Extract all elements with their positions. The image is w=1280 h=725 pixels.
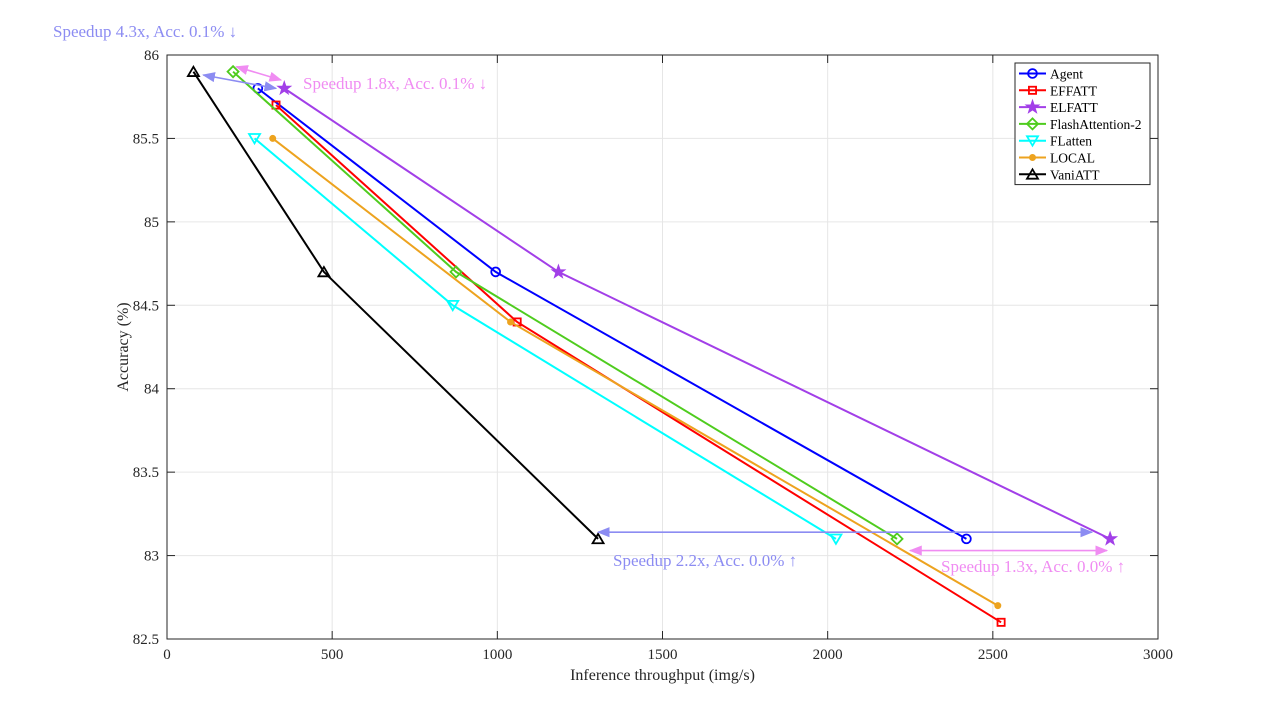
annotation-arrow <box>202 72 278 92</box>
y-tick-label: 86 <box>144 48 160 64</box>
y-tick-label: 85 <box>144 215 159 231</box>
legend-label: EFFATT <box>1050 83 1098 98</box>
legend-item: FlashAttention-2 <box>1019 117 1142 132</box>
series-elfatt <box>276 79 1119 546</box>
legend-label: Agent <box>1050 67 1083 82</box>
legend-label: ELFATT <box>1050 100 1098 115</box>
legend-item: EFFATT <box>1019 83 1098 98</box>
y-tick-label: 83 <box>144 549 159 565</box>
legend-marker <box>1027 68 1038 79</box>
legend-marker <box>1024 98 1041 114</box>
data-point <box>490 266 501 278</box>
y-tick-label: 83.5 <box>133 465 159 481</box>
series-vaniatt <box>186 64 606 545</box>
data-point <box>276 79 293 96</box>
legend-marker <box>1025 135 1040 148</box>
data-point <box>269 134 277 142</box>
x-axis-label: Inference throughput (img/s) <box>570 667 755 684</box>
x-tick-label: 3000 <box>1143 647 1173 663</box>
x-tick-label: 500 <box>321 647 344 663</box>
data-point <box>316 265 331 278</box>
series-line <box>253 137 837 540</box>
y-tick-label: 84 <box>144 382 160 398</box>
x-tick-label: 0 <box>163 647 171 663</box>
annotation-arrow <box>235 65 283 82</box>
legend-item: LOCAL <box>1019 151 1095 166</box>
annotation-text: Speedup 2.2x, Acc. 0.0% ↑ <box>613 551 797 570</box>
data-point <box>507 318 515 326</box>
data-point <box>550 263 567 279</box>
series-line <box>257 87 967 540</box>
legend-item: Agent <box>1019 67 1083 82</box>
data-point <box>186 64 201 77</box>
ticks: 0 500 1000 1500 2000 2500 3000 82.5 83 83.5 84 84.5… <box>133 48 1173 663</box>
legend-item: VaniATT <box>1019 167 1100 182</box>
annotations: Speedup 4.3x, Acc. 0.1% ↓ Speedup 1.8x, A… <box>53 22 1125 576</box>
annotation-text: Speedup 1.8x, Acc. 0.1% ↓ <box>303 74 487 93</box>
data-point <box>591 532 606 545</box>
legend-marker <box>1029 154 1036 161</box>
legend-label: FLatten <box>1050 134 1092 149</box>
series-line <box>232 70 898 540</box>
grid <box>167 55 1158 639</box>
legend-marker <box>1025 117 1040 131</box>
y-tick-label: 85.5 <box>133 131 159 147</box>
x-tick-label: 1000 <box>482 647 512 663</box>
data-point <box>247 133 262 146</box>
y-tick-label: 84.5 <box>133 298 159 314</box>
x-tick-label: 2000 <box>813 647 843 663</box>
data-point <box>271 100 281 110</box>
legend-label: FlashAttention-2 <box>1050 117 1142 132</box>
data-point <box>994 602 1002 610</box>
data-point <box>996 617 1006 627</box>
legend-marker <box>1025 167 1040 180</box>
legend-marker <box>1028 85 1037 95</box>
data-point <box>1102 530 1119 546</box>
x-tick-label: 2500 <box>978 647 1008 663</box>
annotation-text: Speedup 1.3x, Acc. 0.0% ↑ <box>941 557 1125 576</box>
annotation-text: Speedup 4.3x, Acc. 0.1% ↓ <box>53 22 237 41</box>
y-axis-label: Accuracy (%) <box>115 302 132 391</box>
legend-label: LOCAL <box>1050 151 1095 166</box>
legend-item: ELFATT <box>1019 98 1098 115</box>
data-point <box>449 265 463 279</box>
legend-label: VaniATT <box>1050 167 1100 182</box>
series-line <box>275 104 1002 624</box>
legend-item: FLatten <box>1019 134 1092 149</box>
data-point <box>445 299 460 313</box>
series-local <box>269 134 1002 610</box>
series-line <box>192 71 599 540</box>
x-tick-label: 1500 <box>648 647 678 663</box>
y-tick-label: 82.5 <box>133 632 159 648</box>
